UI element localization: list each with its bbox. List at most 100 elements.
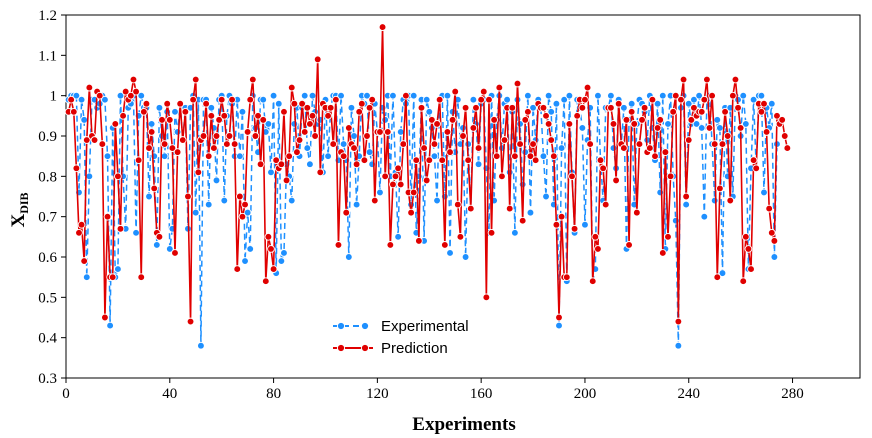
point-experimental: [503, 95, 511, 104]
point-experimental: [324, 152, 332, 161]
point-prediction: [555, 313, 563, 322]
point-prediction: [69, 107, 78, 116]
point-experimental: [627, 99, 636, 108]
point-experimental: [287, 196, 296, 205]
point-prediction: [469, 124, 478, 132]
point-prediction: [627, 107, 636, 116]
point-experimental: [381, 116, 390, 124]
point-prediction: [508, 103, 517, 112]
point-prediction: [596, 156, 605, 165]
point-prediction: [674, 317, 683, 326]
point-prediction: [669, 107, 678, 116]
point-experimental: [171, 107, 179, 116]
point-prediction: [407, 208, 415, 217]
point-experimental: [337, 91, 345, 100]
point-experimental: [220, 196, 229, 205]
point-prediction: [75, 228, 83, 237]
point-prediction: [726, 196, 735, 205]
point-prediction: [103, 212, 112, 221]
point-prediction: [428, 116, 436, 124]
point-prediction: [420, 144, 428, 152]
point-prediction: [524, 107, 532, 116]
point-prediction: [529, 140, 537, 148]
point-prediction: [544, 120, 553, 128]
point-experimental: [594, 91, 602, 100]
point-prediction: [251, 132, 260, 140]
point-experimental: [656, 188, 665, 197]
point-experimental: [82, 273, 91, 282]
x-tick-label: 280: [781, 386, 804, 402]
point-experimental: [264, 120, 273, 128]
point-prediction: [632, 208, 641, 217]
point-experimental: [280, 249, 288, 257]
point-prediction: [594, 245, 602, 253]
point-experimental: [101, 95, 109, 104]
point-prediction: [671, 91, 680, 100]
point-experimental: [581, 220, 589, 229]
y-tick-label: 0.6: [38, 250, 57, 266]
point-prediction: [129, 75, 138, 84]
point-experimental: [147, 120, 156, 128]
point-prediction: [422, 176, 431, 185]
point-prediction: [67, 95, 76, 104]
point-prediction: [573, 111, 582, 120]
point-prediction: [762, 128, 771, 136]
point-experimental: [653, 99, 662, 108]
point-experimental: [555, 321, 563, 330]
point-experimental: [365, 148, 374, 156]
point-prediction: [181, 107, 190, 116]
point-experimental: [204, 200, 213, 209]
point-experimental: [267, 168, 275, 177]
point-prediction: [339, 152, 348, 161]
point-experimental: [446, 249, 454, 257]
y-tick-label: 0.3: [38, 371, 57, 387]
point-experimental: [238, 107, 247, 116]
point-experimental: [682, 200, 691, 209]
point-prediction: [342, 208, 351, 217]
point-prediction: [121, 87, 130, 96]
point-prediction: [682, 192, 691, 201]
point-prediction: [158, 116, 166, 124]
point-prediction: [295, 136, 304, 144]
point-experimental: [347, 103, 356, 112]
point-experimental: [85, 172, 94, 181]
point-prediction: [282, 176, 291, 185]
point-prediction: [614, 99, 623, 108]
point-experimental: [72, 91, 81, 100]
point-prediction: [85, 83, 94, 92]
point-prediction: [329, 140, 338, 148]
point-experimental: [658, 91, 667, 100]
point-prediction: [562, 273, 571, 282]
point-prediction: [607, 103, 615, 112]
point-prediction: [350, 144, 358, 152]
point-prediction: [259, 116, 268, 124]
point-prediction: [620, 144, 628, 152]
point-prediction: [684, 136, 693, 144]
point-prediction: [269, 265, 278, 273]
point-prediction: [438, 156, 447, 165]
point-prediction: [757, 107, 766, 116]
point-prediction: [440, 241, 449, 249]
y-axis: 0.3 0.4 0.5 0.6 0.7 0.8 0.9 1 1.1 1.2: [38, 8, 66, 387]
point-prediction: [386, 241, 395, 249]
point-prediction: [448, 116, 457, 124]
point-prediction: [246, 95, 255, 104]
point-prediction: [324, 111, 332, 120]
x-tick-label: 120: [366, 386, 389, 402]
point-prediction: [417, 103, 426, 112]
point-experimental: [518, 180, 527, 189]
y-tick-label: 0.8: [38, 169, 57, 185]
point-prediction: [687, 116, 696, 124]
legend-experimental-label: Experimental: [381, 318, 469, 335]
point-prediction: [210, 144, 218, 152]
legend-experimental-marker: [336, 321, 346, 331]
point-prediction: [466, 204, 475, 213]
point-prediction: [723, 132, 732, 140]
point-prediction: [264, 232, 273, 241]
point-prediction: [108, 273, 117, 282]
point-prediction: [451, 87, 460, 96]
point-prediction: [601, 200, 610, 209]
point-prediction: [435, 95, 444, 104]
point-prediction: [433, 120, 441, 128]
point-prediction: [285, 152, 294, 161]
